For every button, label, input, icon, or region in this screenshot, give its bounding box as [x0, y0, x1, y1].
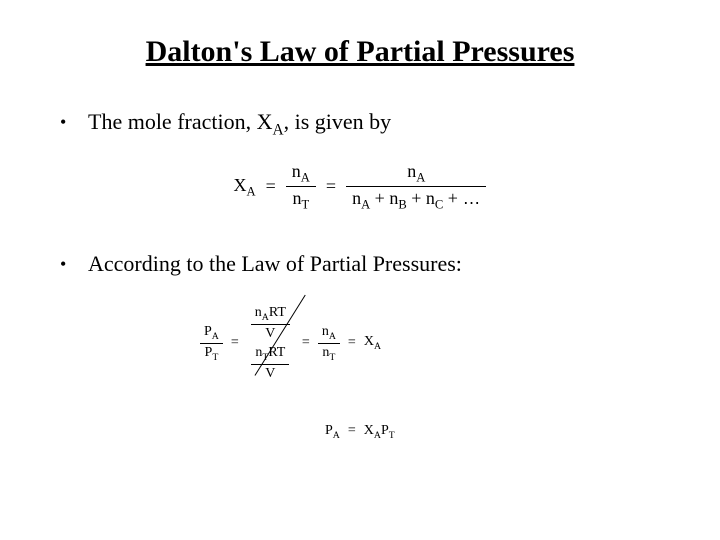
eq1-equals-2: =	[322, 176, 340, 197]
formula-2-area: PA PT = nART V nTRT V =	[60, 295, 660, 455]
eq2-bigfrac: nART V nTRT V	[247, 305, 294, 382]
eq2-xa: XA	[364, 334, 381, 352]
bullet-2: • According to the Law of Partial Pressu…	[60, 251, 660, 277]
bullet-1-pre: The mole fraction, X	[88, 109, 273, 134]
bullet-dot: •	[60, 251, 88, 277]
bullet-1-sub: A	[273, 121, 284, 138]
eq2-equals-1: =	[227, 335, 243, 351]
eq3-lhs: PA	[325, 423, 340, 441]
eq1-frac1: nA nT	[286, 161, 316, 212]
eq3-equals: =	[344, 423, 360, 439]
eq3: PA = XAPT	[325, 423, 395, 441]
eq2-lhs-frac: PA PT	[200, 324, 223, 363]
eq1-equals-1: =	[262, 176, 280, 197]
eq2-rhs-frac: nA nT	[318, 324, 340, 363]
page-title: Dalton's Law of Partial Pressures	[60, 35, 660, 69]
eq1-frac2: nA nA + nB + nC + …	[346, 161, 486, 212]
bullet-1: • The mole fraction, XA, is given by	[60, 109, 660, 143]
eq2-equals-2: =	[298, 335, 314, 351]
bullet-1-text: The mole fraction, XA, is given by	[88, 109, 391, 143]
formula-1: XA = nA nT = nA nA + nB + nC + …	[60, 161, 660, 212]
eq2-equals-3: =	[344, 335, 360, 351]
bullet-dot: •	[60, 109, 88, 135]
eq1-lhs: XA	[234, 175, 256, 200]
eq3-rhs: XAPT	[364, 423, 395, 441]
eq1: XA = nA nT = nA nA + nB + nC + …	[234, 161, 487, 212]
bullet-2-text: According to the Law of Partial Pressure…	[88, 251, 462, 277]
bullet-1-post: , is given by	[284, 109, 392, 134]
